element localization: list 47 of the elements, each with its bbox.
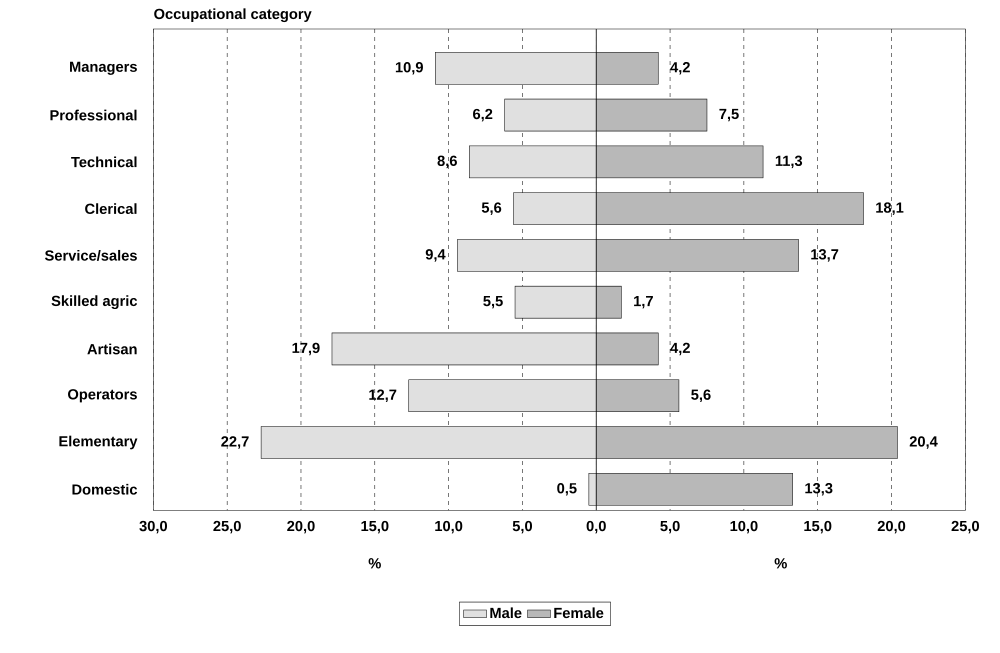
legend-label: Female: [554, 607, 604, 618]
data-label: 4,2: [670, 342, 690, 356]
data-label: 9,4: [426, 249, 446, 262]
data-label: 8,6: [438, 156, 457, 168]
x-axis-title: %: [368, 558, 381, 568]
y-tick-label: Service/sales: [44, 250, 137, 261]
x-tick-label: 25,0: [213, 520, 241, 534]
data-label: 13,7: [811, 249, 838, 262]
data-label: 4,2: [670, 62, 690, 75]
x-tick-label: 10,0: [435, 520, 462, 534]
y-tick-label: Operators: [68, 389, 137, 402]
legend-label: Male: [490, 607, 522, 618]
x-tick-label: 15,0: [361, 520, 388, 534]
y-tick-label: Artisan: [87, 344, 137, 354]
y-tick-label: Managers: [70, 62, 137, 75]
y-tick-label: Professional: [50, 110, 136, 120]
data-label: 17,9: [292, 342, 320, 356]
x-tick-label: 15,0: [804, 520, 832, 534]
data-label: 5,5: [483, 296, 503, 308]
data-label: 0,5: [557, 483, 577, 496]
data-label: 7,5: [719, 108, 739, 122]
y-tick-label: Clerical: [85, 203, 136, 214]
x-tick-label: 20,0: [287, 520, 315, 534]
data-label: 18,1: [876, 202, 904, 215]
text: %: [774, 558, 787, 568]
data-label: 6,2: [473, 108, 492, 122]
x-tick-label: 30,0: [139, 520, 168, 534]
y-tick-label: Elementary: [59, 436, 138, 450]
data-label: 12,7: [369, 389, 396, 402]
x-tick-label: 5,0: [512, 520, 532, 534]
data-label: 22,7: [221, 436, 249, 449]
y-axis-title: Occupational category: [154, 8, 312, 22]
x-tick-label: 10,0: [730, 520, 758, 534]
y-tick-label: Skilled agric: [52, 295, 138, 310]
data-label: 5,6: [482, 202, 502, 215]
x-tick-label: 25,0: [952, 520, 979, 534]
x-tick-label: 5,0: [660, 520, 680, 534]
data-label: 20,4: [910, 436, 938, 449]
y-tick-label: Domestic: [72, 484, 138, 495]
data-label: 10,9: [396, 62, 423, 75]
data-label: 13,3: [805, 483, 832, 496]
data-label: 5,6: [691, 389, 711, 402]
x-tick-label: 0,0: [586, 520, 606, 534]
y-tick-label: Technical: [71, 156, 136, 168]
data-label: 11,3: [776, 156, 802, 168]
data-label: 1,7: [634, 296, 653, 308]
x-tick-label: 20,0: [878, 520, 906, 534]
